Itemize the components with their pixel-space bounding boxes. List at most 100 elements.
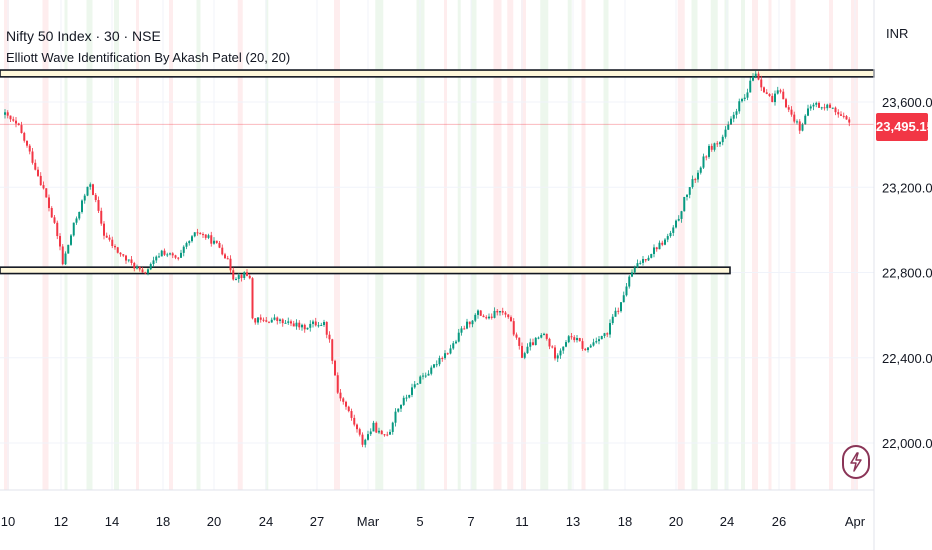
- y-tick-label: 22,800.00: [882, 266, 932, 281]
- bg-band-green: [471, 0, 477, 490]
- candle: [521, 345, 523, 358]
- candle: [576, 338, 578, 341]
- candle: [611, 316, 614, 324]
- candle: [12, 119, 15, 121]
- candle: [463, 328, 466, 330]
- legend: Nifty 50 Index · 30 · NSE Elliott Wave I…: [6, 26, 290, 68]
- x-tick-label: 18: [618, 514, 632, 529]
- candle: [526, 346, 529, 354]
- candle: [763, 87, 765, 93]
- candle: [614, 310, 617, 317]
- candle: [235, 278, 237, 280]
- candle: [741, 99, 743, 102]
- candle: [749, 80, 752, 93]
- candle: [837, 112, 840, 115]
- candle: [226, 258, 229, 260]
- candle: [413, 384, 416, 388]
- candle: [257, 317, 259, 323]
- y-tick-label: 22,400.00: [882, 351, 932, 366]
- candle: [306, 327, 309, 330]
- candle: [812, 104, 815, 107]
- candle: [457, 332, 460, 342]
- lightning-icon: [850, 452, 862, 472]
- currency-label[interactable]: INR: [886, 26, 909, 41]
- symbol-title[interactable]: Nifty 50 Index · 30 · NSE: [6, 28, 161, 44]
- candle: [23, 132, 26, 141]
- indicator-title[interactable]: Elliott Wave Identification By Akash Pat…: [6, 50, 291, 65]
- x-tick-label: Apr: [845, 514, 866, 529]
- candle: [92, 184, 94, 195]
- bg-band-red: [521, 0, 526, 490]
- candle: [108, 237, 111, 240]
- candle: [545, 333, 548, 339]
- candle: [482, 315, 485, 318]
- candle: [697, 172, 699, 180]
- candle: [829, 104, 831, 108]
- x-tick-label: 18: [156, 514, 170, 529]
- bg-band-red: [444, 0, 447, 490]
- candle: [622, 295, 625, 303]
- candle: [727, 124, 730, 130]
- candle: [834, 107, 837, 113]
- candle: [31, 151, 34, 163]
- candle: [644, 259, 647, 261]
- lightning-alert-button[interactable]: [842, 445, 870, 479]
- candle: [625, 286, 628, 296]
- candle: [97, 200, 100, 211]
- candle: [485, 317, 488, 319]
- x-tick-label: 10: [1, 514, 15, 529]
- candle: [116, 247, 119, 253]
- candle: [567, 336, 570, 343]
- candle: [287, 321, 290, 323]
- candle: [290, 321, 292, 324]
- candle: [42, 185, 45, 189]
- candle: [347, 406, 350, 412]
- candle: [207, 235, 210, 238]
- last-price-label: 23,495.15: [876, 113, 932, 141]
- candle: [724, 129, 727, 137]
- candle: [710, 145, 713, 150]
- candle: [721, 136, 724, 143]
- candle: [336, 375, 339, 393]
- candle: [785, 99, 787, 108]
- bg-band-red: [136, 0, 139, 490]
- candle: [312, 321, 314, 324]
- candle: [334, 360, 336, 376]
- candle: [166, 254, 169, 256]
- candle: [411, 387, 413, 395]
- candle: [787, 107, 790, 110]
- candle: [202, 234, 204, 236]
- candle: [771, 95, 774, 103]
- candle: [807, 108, 809, 116]
- candle: [779, 90, 782, 92]
- candle: [639, 262, 642, 264]
- bg-band-green: [265, 0, 269, 490]
- candle: [642, 259, 644, 263]
- candle: [798, 121, 801, 131]
- bg-band-red: [829, 0, 833, 490]
- candle: [598, 339, 600, 342]
- candle: [279, 319, 281, 321]
- candle: [369, 431, 372, 435]
- candle: [562, 346, 565, 351]
- zone-box: [0, 266, 731, 275]
- candle: [298, 322, 301, 328]
- candle: [213, 240, 215, 244]
- candle: [820, 107, 823, 109]
- candle: [606, 333, 609, 335]
- candle: [122, 254, 125, 256]
- candle: [237, 275, 240, 279]
- candle: [314, 321, 317, 326]
- candle: [83, 195, 86, 201]
- candle: [64, 253, 67, 265]
- candle: [848, 119, 851, 123]
- candle: [350, 411, 353, 418]
- candle: [600, 336, 603, 340]
- candle: [757, 73, 760, 80]
- candle: [394, 411, 397, 423]
- candle: [163, 250, 166, 255]
- candle: [345, 401, 347, 407]
- candle: [86, 186, 89, 196]
